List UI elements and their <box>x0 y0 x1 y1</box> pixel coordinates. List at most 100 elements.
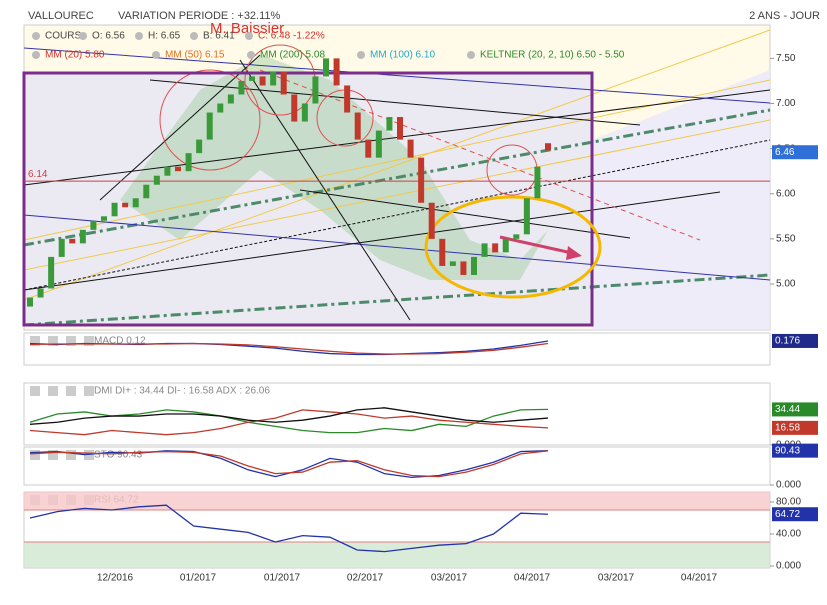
panel-tool[interactable] <box>84 450 94 460</box>
value-box <box>772 402 818 417</box>
candle <box>375 130 382 158</box>
y-tick-label: 6.00 <box>776 188 796 199</box>
candle <box>344 85 351 113</box>
candle <box>492 243 499 253</box>
value-box <box>772 145 818 160</box>
legend-icon <box>247 51 255 59</box>
annotation: M. Baissier <box>210 20 284 37</box>
value-box <box>772 420 818 435</box>
panel-tool[interactable] <box>48 450 58 460</box>
value-box <box>772 507 818 522</box>
panel-tool[interactable] <box>84 336 94 346</box>
legend-icon <box>79 32 87 40</box>
panel-tool[interactable] <box>30 336 40 346</box>
y-tick-label: 7.50 <box>776 53 796 64</box>
x-tick-label: 04/2017 <box>514 573 551 584</box>
legend-entry: MM (20) 5.80 <box>45 50 105 61</box>
legend-icon <box>32 51 40 59</box>
panel-tool[interactable] <box>66 336 76 346</box>
y-tick-label: 40.00 <box>776 529 801 540</box>
panel-tool[interactable] <box>30 386 40 396</box>
candle <box>259 76 266 86</box>
panel-label: STO 90.43 <box>94 450 143 461</box>
title: VALLOUREC <box>28 10 94 22</box>
legend-icon <box>32 32 40 40</box>
candle <box>439 238 446 266</box>
value-box-label: 90.43 <box>775 445 800 456</box>
candle <box>101 216 107 221</box>
indicator-line <box>29 504 549 553</box>
candle <box>79 229 86 244</box>
panel-label: DMI DI+ : 34.44 DI- : 16.58 ADX : 26.06 <box>94 386 270 397</box>
candle <box>27 297 33 307</box>
candle <box>397 117 403 140</box>
value-box <box>772 333 818 348</box>
panel-tool[interactable] <box>66 450 76 460</box>
legend-icon <box>357 51 365 59</box>
candle <box>175 166 181 172</box>
overbought-zone <box>24 492 770 510</box>
candle <box>143 184 150 199</box>
candle <box>249 76 255 81</box>
value-box-label: 16.58 <box>775 423 800 434</box>
candle <box>217 103 224 113</box>
y-tick-label: 5.00 <box>776 279 796 290</box>
candle <box>513 234 520 239</box>
y-tick-label: 0.000 <box>776 480 801 491</box>
value-box <box>772 443 818 458</box>
value-box-label: 6.46 <box>775 147 795 158</box>
legend-icon <box>152 51 160 59</box>
value-box-label: 0.176 <box>775 336 800 347</box>
panel-tool[interactable] <box>48 386 58 396</box>
value-box-label: 64.72 <box>775 509 800 520</box>
candle <box>407 139 414 158</box>
legend-entry: C: 6.48 -1.22% <box>258 31 325 42</box>
indicator-line <box>29 407 549 425</box>
candle <box>111 202 118 217</box>
x-tick-label: 03/2017 <box>598 573 635 584</box>
legend-entry: B: 6.41 <box>203 31 235 42</box>
period: 2 ANS - JOUR <box>749 10 820 22</box>
candle <box>153 175 160 185</box>
y-tick-label: 7.00 <box>776 98 796 109</box>
panel <box>23 382 771 446</box>
candle <box>301 103 308 122</box>
panel-tool[interactable] <box>30 450 40 460</box>
y-tick-label: 80.00 <box>776 497 801 508</box>
candle <box>291 94 298 122</box>
candle <box>122 202 129 208</box>
candle <box>365 139 372 158</box>
candle <box>523 198 530 235</box>
candle <box>333 58 340 86</box>
candle <box>460 261 467 275</box>
x-tick-label: 01/2017 <box>180 573 217 584</box>
candle <box>58 238 65 257</box>
candle <box>449 261 456 266</box>
candle <box>418 157 425 203</box>
candle <box>69 238 76 244</box>
panel-tool[interactable] <box>84 386 94 396</box>
legend-icon <box>135 32 143 40</box>
candle <box>481 243 488 257</box>
legend-icon <box>245 32 253 40</box>
indicator-line <box>29 342 549 355</box>
x-tick-label: 02/2017 <box>347 573 384 584</box>
candle <box>386 117 393 131</box>
panel-tool[interactable] <box>48 336 58 346</box>
candle <box>471 256 477 275</box>
indicator-line <box>29 409 549 436</box>
legend-entry: MM (50) 6.15 <box>165 50 225 61</box>
candle <box>90 220 97 230</box>
candle <box>323 58 329 77</box>
panel-tool[interactable] <box>66 386 76 396</box>
x-tick-label: 03/2017 <box>431 573 468 584</box>
indicator-line <box>29 450 549 478</box>
candle <box>196 139 203 154</box>
x-tick-label: 12/2016 <box>97 573 134 584</box>
candle <box>206 112 213 140</box>
main-decor <box>22 24 771 331</box>
legend-entry: O: 6.56 <box>92 31 125 42</box>
candle <box>48 256 55 289</box>
candle <box>534 166 541 199</box>
x-tick-label: 04/2017 <box>681 573 718 584</box>
